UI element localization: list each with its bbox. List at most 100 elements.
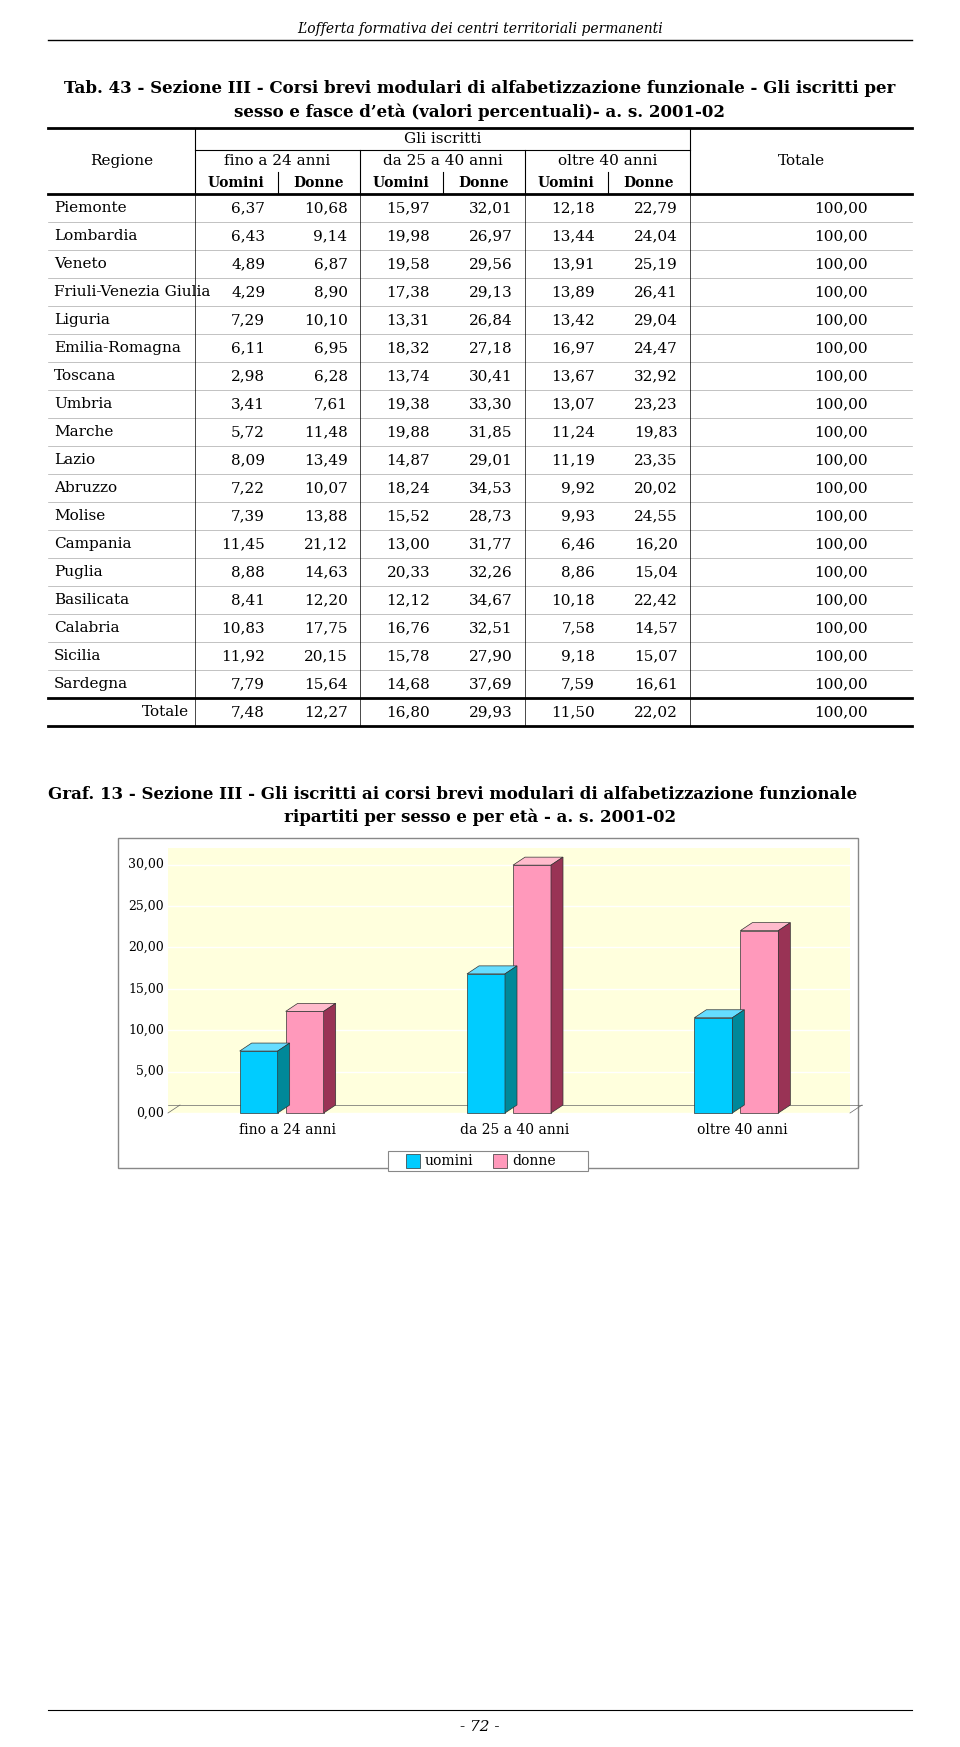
Text: 6,11: 6,11 (231, 341, 265, 355)
Text: 12,20: 12,20 (303, 592, 348, 606)
Text: 10,10: 10,10 (303, 313, 348, 327)
Text: 26,97: 26,97 (468, 229, 513, 243)
Polygon shape (168, 847, 850, 1113)
Text: 100,00: 100,00 (814, 285, 868, 299)
Text: Donne: Donne (623, 176, 674, 190)
Text: L’offerta formativa dei centri territoriali permanenti: L’offerta formativa dei centri territori… (298, 23, 662, 37)
Text: 7,59: 7,59 (562, 678, 595, 692)
Text: 12,18: 12,18 (551, 201, 595, 215)
Text: Toscana: Toscana (54, 369, 116, 383)
Text: 13,07: 13,07 (551, 397, 595, 411)
Polygon shape (118, 839, 858, 1169)
Text: 100,00: 100,00 (814, 229, 868, 243)
Text: 4,89: 4,89 (231, 257, 265, 271)
Text: Donne: Donne (294, 176, 344, 190)
Text: 7,61: 7,61 (314, 397, 348, 411)
Text: Veneto: Veneto (54, 257, 107, 271)
Polygon shape (467, 966, 517, 973)
Text: 19,83: 19,83 (634, 425, 678, 438)
Text: 6,37: 6,37 (231, 201, 265, 215)
Polygon shape (513, 858, 563, 865)
Text: 100,00: 100,00 (814, 201, 868, 215)
Text: 17,75: 17,75 (304, 620, 348, 634)
Text: 13,88: 13,88 (304, 508, 348, 522)
Text: 32,92: 32,92 (634, 369, 678, 383)
Polygon shape (286, 1003, 336, 1012)
Text: 24,04: 24,04 (634, 229, 678, 243)
Text: 100,00: 100,00 (814, 452, 868, 466)
Text: Graf. 13 - Sezione III - Gli iscritti ai corsi brevi modulari di alfabetizzazion: Graf. 13 - Sezione III - Gli iscritti ai… (48, 786, 857, 804)
Text: Molise: Molise (54, 508, 106, 522)
Text: 100,00: 100,00 (814, 706, 868, 720)
Text: 13,31: 13,31 (387, 313, 430, 327)
Text: 19,38: 19,38 (387, 397, 430, 411)
Text: 32,26: 32,26 (468, 564, 513, 578)
Text: 23,35: 23,35 (635, 452, 678, 466)
Text: uomini: uomini (425, 1155, 473, 1169)
Text: 10,07: 10,07 (304, 480, 348, 494)
Text: 27,18: 27,18 (469, 341, 513, 355)
Text: 31,77: 31,77 (469, 536, 513, 550)
Text: Puglia: Puglia (54, 564, 103, 578)
Text: 20,00: 20,00 (129, 942, 164, 954)
Polygon shape (324, 1003, 336, 1113)
Text: Campania: Campania (54, 536, 132, 550)
Text: 12,12: 12,12 (386, 592, 430, 606)
Polygon shape (694, 1010, 744, 1019)
Text: 9,93: 9,93 (562, 508, 595, 522)
Text: 16,97: 16,97 (551, 341, 595, 355)
Text: 11,92: 11,92 (221, 648, 265, 664)
Text: 19,88: 19,88 (387, 425, 430, 438)
Text: 13,67: 13,67 (551, 369, 595, 383)
Text: 13,42: 13,42 (551, 313, 595, 327)
Text: 14,63: 14,63 (304, 564, 348, 578)
Text: 25,19: 25,19 (634, 257, 678, 271)
Text: 6,95: 6,95 (314, 341, 348, 355)
Text: 8,90: 8,90 (314, 285, 348, 299)
Text: 13,00: 13,00 (386, 536, 430, 550)
Text: 100,00: 100,00 (814, 620, 868, 634)
Text: oltre 40 anni: oltre 40 anni (558, 154, 658, 168)
Text: 13,74: 13,74 (387, 369, 430, 383)
Text: Emilia-Romagna: Emilia-Romagna (54, 341, 180, 355)
Text: 100,00: 100,00 (814, 564, 868, 578)
Text: 16,76: 16,76 (386, 620, 430, 634)
Text: 100,00: 100,00 (814, 480, 868, 494)
Text: Piemonte: Piemonte (54, 201, 127, 215)
Text: 18,32: 18,32 (387, 341, 430, 355)
Text: 27,90: 27,90 (468, 648, 513, 664)
Text: 11,45: 11,45 (222, 536, 265, 550)
Text: 24,55: 24,55 (634, 508, 678, 522)
Text: 8,41: 8,41 (231, 592, 265, 606)
Text: Uomini: Uomini (372, 176, 430, 190)
Text: 11,50: 11,50 (551, 706, 595, 720)
Polygon shape (779, 922, 790, 1113)
Text: 5,72: 5,72 (231, 425, 265, 438)
Text: 100,00: 100,00 (814, 536, 868, 550)
Text: Totale: Totale (778, 154, 825, 168)
Text: 100,00: 100,00 (814, 257, 868, 271)
Text: Tab. 43 - Sezione III - Corsi brevi modulari di alfabetizzazione funzionale - Gl: Tab. 43 - Sezione III - Corsi brevi modu… (64, 80, 896, 98)
Text: 7,58: 7,58 (562, 620, 595, 634)
Text: 18,24: 18,24 (386, 480, 430, 494)
Text: 9,18: 9,18 (562, 648, 595, 664)
Text: Uomini: Uomini (208, 176, 265, 190)
Text: 29,04: 29,04 (634, 313, 678, 327)
Text: Gli iscritti: Gli iscritti (404, 133, 481, 147)
Text: 19,98: 19,98 (386, 229, 430, 243)
Text: 8,86: 8,86 (562, 564, 595, 578)
Text: Calabria: Calabria (54, 620, 119, 634)
Text: Lombardia: Lombardia (54, 229, 137, 243)
Text: 3,41: 3,41 (231, 397, 265, 411)
Text: 15,00: 15,00 (129, 982, 164, 996)
Text: 17,38: 17,38 (387, 285, 430, 299)
Text: 26,84: 26,84 (468, 313, 513, 327)
Polygon shape (740, 922, 790, 931)
Text: 13,49: 13,49 (304, 452, 348, 466)
Text: 15,04: 15,04 (634, 564, 678, 578)
Text: 2,98: 2,98 (231, 369, 265, 383)
Text: Donne: Donne (459, 176, 509, 190)
Text: 11,24: 11,24 (551, 425, 595, 438)
Text: 24,47: 24,47 (634, 341, 678, 355)
Text: 100,00: 100,00 (814, 592, 868, 606)
